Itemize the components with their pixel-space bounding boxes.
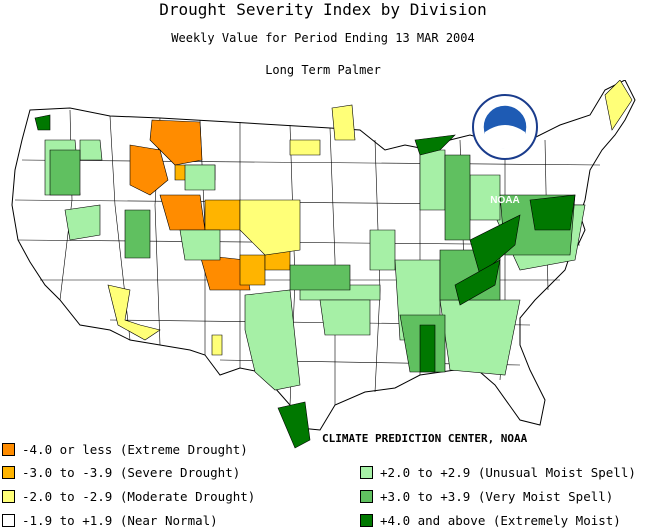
legend-swatch: [2, 513, 15, 527]
legend-label: +4.0 and above (Extremely Moist): [380, 512, 621, 528]
map-title: Drought Severity Index by Division: [159, 0, 487, 19]
legend-item-extremely-moist: +4.0 and above (Extremely Moist): [360, 512, 621, 528]
legend-item-severe-drought: -3.0 to -3.9 (Severe Drought): [2, 464, 240, 480]
legend-label: -4.0 or less (Extreme Drought): [22, 441, 248, 457]
legend-item-moderate-drought: -2.0 to -2.9 (Moderate Drought): [2, 488, 255, 504]
noaa-logo: [472, 94, 538, 160]
noaa-logo-text: NOAA: [490, 195, 520, 206]
legend-label: +2.0 to +2.9 (Unusual Moist Spell): [380, 464, 636, 480]
legend-swatch: [2, 465, 15, 479]
us-climate-division-map: [11, 80, 636, 449]
index-name: Long Term Palmer: [265, 63, 381, 77]
extreme-drought-regions: [129, 119, 251, 291]
legend-swatch: [2, 442, 15, 456]
legend-swatch: [360, 465, 373, 479]
legend-label: -2.0 to -2.9 (Moderate Drought): [22, 488, 256, 504]
legend-label: +3.0 to +3.9 (Very Moist Spell): [380, 488, 614, 504]
legend-item-unusual-moist: +2.0 to +2.9 (Unusual Moist Spell): [360, 464, 636, 480]
extremely-moist-regions: [34, 114, 576, 449]
legend-item-very-moist: +3.0 to +3.9 (Very Moist Spell): [360, 488, 613, 504]
legend-swatch: [360, 513, 373, 527]
legend-item-extreme-drought: -4.0 or less (Extreme Drought): [2, 441, 248, 457]
legend-label: -1.9 to +1.9 (Near Normal): [22, 512, 218, 528]
legend-swatch: [360, 489, 373, 503]
map-subtitle: Weekly Value for Period Ending 13 MAR 20…: [171, 31, 475, 45]
legend-swatch: [2, 489, 15, 503]
legend-label: -3.0 to -3.9 (Severe Drought): [22, 464, 241, 480]
credit-label: CLIMATE PREDICTION CENTER, NOAA: [322, 432, 528, 445]
moderate-drought-regions: [107, 80, 633, 356]
legend-item-near-normal: -1.9 to +1.9 (Near Normal): [2, 512, 218, 528]
